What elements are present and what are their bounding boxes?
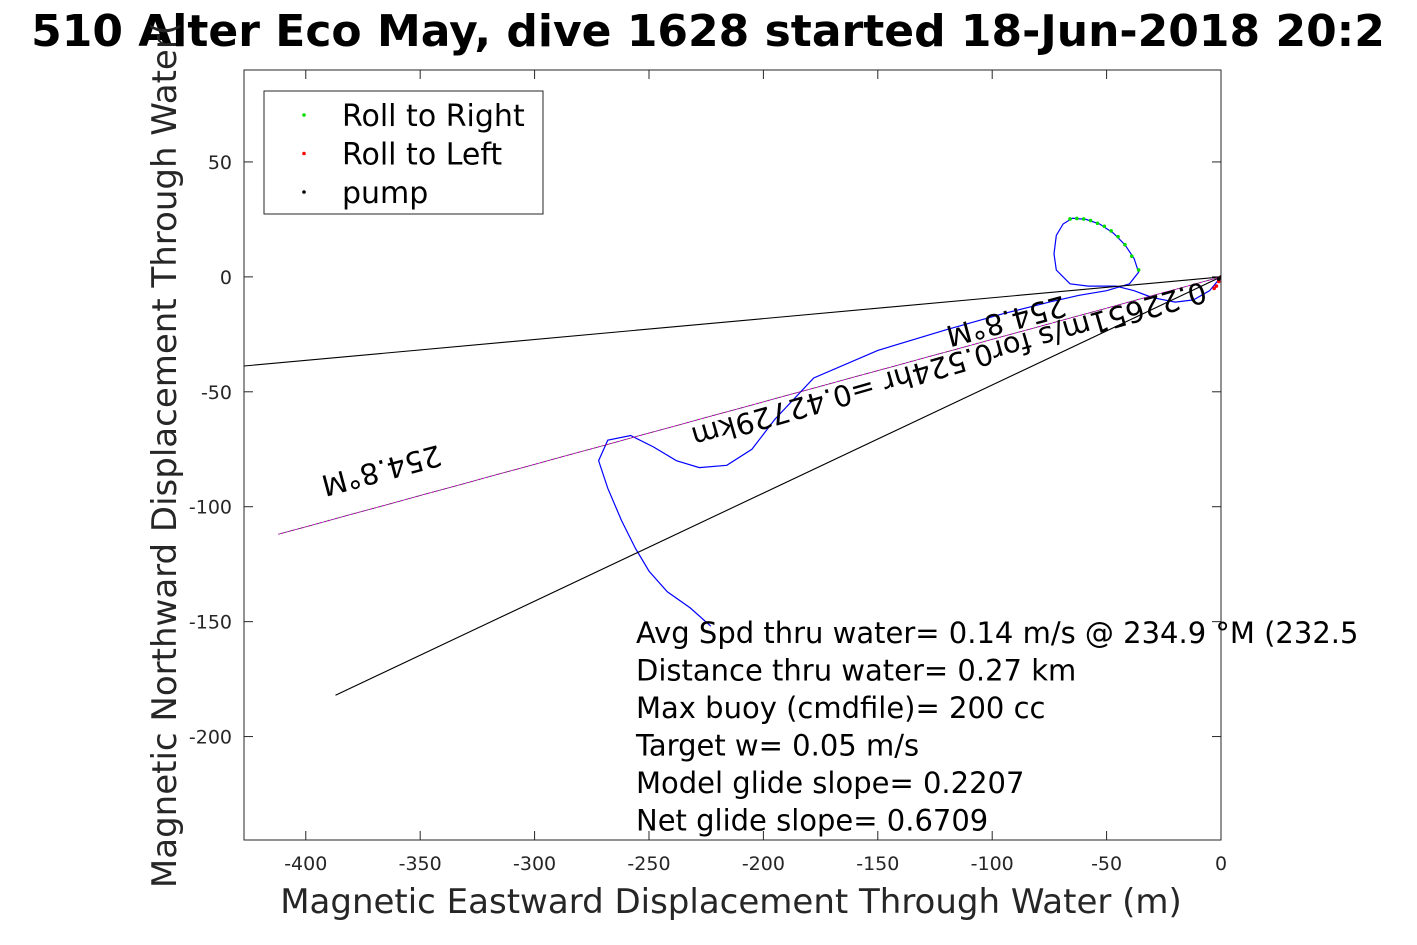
glider-track-line	[597, 217, 1221, 627]
stats-line: Max buoy (cmdfile)= 200 cc	[636, 691, 1045, 725]
stats-line: Avg Spd thru water= 0.14 m/s @ 234.9 °M …	[636, 616, 1358, 650]
x-tick-label: -100	[971, 853, 1014, 875]
y-axis-label: Magnetic Northward Displacement Through …	[145, 22, 185, 888]
legend-marker	[302, 151, 306, 156]
x-tick-label: -150	[856, 853, 899, 875]
roll-to-right-point	[1095, 221, 1100, 226]
roll-to-right-point	[1123, 242, 1127, 247]
stats-line: Distance thru water= 0.27 km	[636, 654, 1076, 688]
x-tick-label: -50	[1091, 853, 1122, 875]
roll-to-left-point	[1214, 284, 1219, 288]
plot-content	[244, 216, 1221, 696]
heading-line	[244, 276, 1221, 367]
legend-entry: Roll to Left	[342, 138, 502, 173]
roll-to-right-point	[1081, 217, 1086, 221]
x-axis-label: Magnetic Eastward Displacement Through W…	[280, 882, 1182, 922]
heading-line-overlay	[278, 276, 1221, 535]
roll-to-right-point	[1136, 268, 1141, 272]
x-tick-label: 0	[1215, 853, 1227, 875]
roll-to-left-point	[1212, 286, 1216, 291]
legend-entry: Roll to Right	[342, 99, 525, 134]
roll-to-right-point	[1075, 216, 1079, 221]
x-tick-label: -200	[742, 853, 785, 875]
heading-line	[335, 276, 1221, 696]
pump-point	[1216, 277, 1221, 281]
stats-line: Target w= 0.05 m/s	[635, 729, 919, 763]
y-tick-label: -100	[189, 497, 232, 519]
roll-to-right-point	[1109, 229, 1113, 233]
y-tick-label: -50	[201, 382, 232, 404]
stats-box: Avg Spd thru water= 0.14 m/s @ 234.9 °M …	[635, 616, 1358, 838]
legend-box	[263, 90, 544, 215]
x-tick-label: -250	[627, 853, 670, 875]
roll-to-right-point	[1129, 254, 1134, 258]
x-tick-label: -400	[284, 853, 327, 875]
x-tick-label: -300	[513, 853, 556, 875]
y-tick-label: -150	[189, 612, 232, 634]
roll-to-right-point	[1088, 218, 1093, 223]
roll-to-right-point	[1116, 234, 1120, 239]
axis-ticks: -400 -350 -300 -250 -200 -150 -100 -50 0 50 0 -50 -1…	[189, 70, 1227, 875]
chart-title: 510 Alter Eco May, dive 1628 started 18-…	[31, 6, 1385, 57]
legend-marker	[302, 113, 306, 117]
x-tick-label: -350	[399, 853, 442, 875]
roll-to-right-point	[1068, 217, 1072, 221]
y-tick-label: -200	[189, 727, 232, 749]
roll-to-right-point	[1102, 224, 1107, 229]
stats-line: Model glide slope= 0.2207	[636, 766, 1024, 800]
y-tick-label: 50	[208, 152, 232, 174]
stats-line: Net glide slope= 0.6709	[636, 804, 988, 838]
heading-line	[278, 276, 1221, 535]
legend-marker	[302, 190, 306, 194]
legend-entry: pump	[342, 176, 428, 211]
y-tick-label: 0	[220, 267, 232, 289]
